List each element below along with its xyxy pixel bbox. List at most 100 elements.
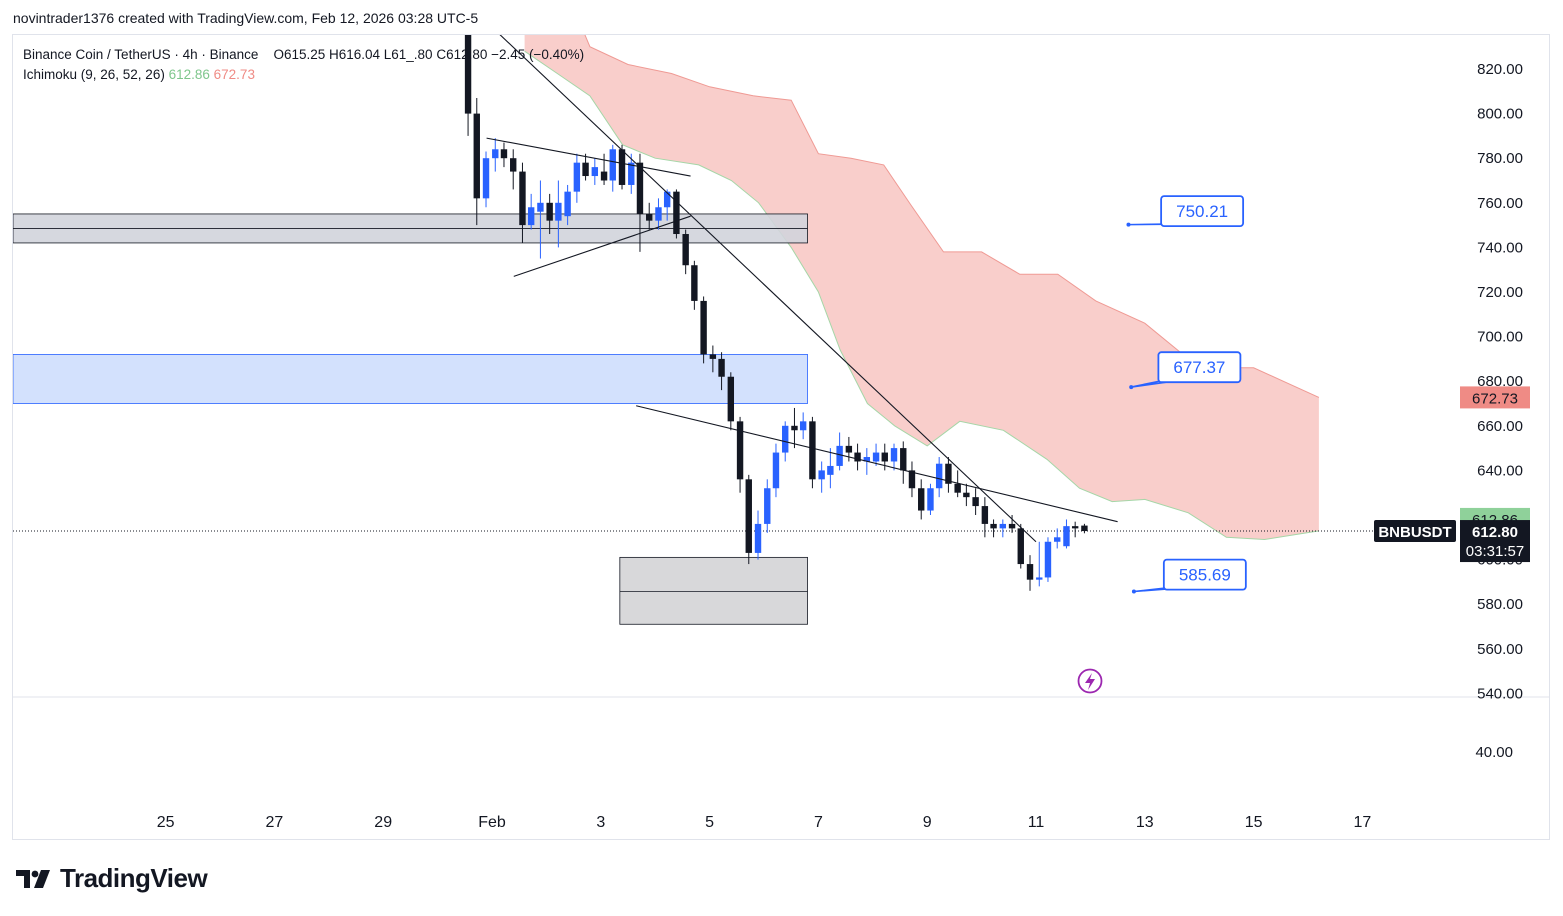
candle-body xyxy=(1017,528,1024,565)
candle-34 xyxy=(772,443,780,498)
candle-body xyxy=(482,158,490,199)
x-tick-label: 29 xyxy=(374,814,392,831)
candle-0 xyxy=(464,35,472,136)
candle-14 xyxy=(591,158,599,185)
y-axis: 820.00 800.00 780.00 760.00 740.00 720.00 700.… xyxy=(1475,61,1523,761)
candle-body xyxy=(618,149,626,185)
y-tick-label: 800.00 xyxy=(1477,106,1523,123)
candle-38 xyxy=(809,416,816,489)
candle-body xyxy=(872,452,880,462)
candle-43 xyxy=(854,443,861,471)
candle-48 xyxy=(900,441,907,484)
candle-body xyxy=(1026,564,1034,580)
candle-body xyxy=(999,523,1007,529)
candle-54 xyxy=(954,470,961,498)
plot-area xyxy=(13,35,1376,625)
candle-body xyxy=(628,162,635,185)
callout-label: 677.37 xyxy=(1173,358,1225,377)
candle-66 xyxy=(1063,519,1070,549)
candle-body xyxy=(1081,525,1088,532)
x-tick-label: 17 xyxy=(1354,814,1372,831)
y-tick-label: 780.00 xyxy=(1477,150,1523,167)
candle-body xyxy=(591,167,599,177)
y-tick-label: 760.00 xyxy=(1477,195,1523,212)
wedge-upper xyxy=(636,405,1118,523)
candle-16 xyxy=(609,144,616,192)
candle-17 xyxy=(618,144,626,190)
price-callout-677.37: 677.37 xyxy=(1129,351,1242,390)
candle-body xyxy=(799,421,807,431)
candle-body xyxy=(881,452,888,462)
candle-body xyxy=(935,463,943,489)
y-tick-label: 680.00 xyxy=(1477,373,1523,390)
tradingview-logo-icon xyxy=(16,869,50,888)
x-tick-label: 9 xyxy=(923,814,932,831)
candle-33 xyxy=(764,479,771,533)
tradingview-logo[interactable]: TradingView xyxy=(14,863,208,894)
candle-26 xyxy=(700,296,707,364)
badge-cloud-b xyxy=(1460,386,1530,409)
candle-body xyxy=(972,497,979,507)
triangle-upper xyxy=(486,137,691,177)
candle-body xyxy=(464,35,472,114)
candle-body xyxy=(900,448,907,471)
legend-indicator-value-b: 672.73 xyxy=(213,67,255,82)
candle-body xyxy=(990,523,997,529)
candle-body xyxy=(945,463,952,484)
candle-body xyxy=(663,191,671,208)
candle-body xyxy=(863,457,871,462)
candle-61 xyxy=(1017,523,1024,569)
candle-body xyxy=(1008,523,1016,529)
candle-45 xyxy=(872,443,880,466)
candle-40 xyxy=(827,448,834,489)
callout-anchor-dot xyxy=(1126,222,1131,227)
candle-11 xyxy=(564,184,571,226)
badge-last-price xyxy=(1460,520,1530,563)
candle-6 xyxy=(519,162,526,243)
candle-63 xyxy=(1036,541,1043,587)
candle-19 xyxy=(636,153,644,252)
candle-47 xyxy=(890,443,898,471)
candle-body xyxy=(754,523,762,553)
candle-body xyxy=(836,445,843,466)
candle-31 xyxy=(745,474,752,565)
badge-countdown-label: 03:31:57 xyxy=(1466,543,1524,560)
candle-24 xyxy=(682,229,689,275)
candle-body xyxy=(492,149,499,159)
candle-body xyxy=(655,207,662,221)
candle-3 xyxy=(492,138,499,172)
legend-indicator-name[interactable]: Ichimoku (9, 26, 52, 26) xyxy=(23,67,165,82)
candle-58 xyxy=(990,519,997,538)
y-tick-label: 660.00 xyxy=(1477,418,1523,435)
candle-body xyxy=(745,479,752,553)
badge-cloud-b-label: 672.73 xyxy=(1472,390,1518,407)
candle-body xyxy=(564,191,571,217)
ichimoku-span-b-line xyxy=(584,35,1320,398)
candle-60 xyxy=(1008,515,1016,533)
callout-box xyxy=(1157,351,1242,384)
candle-body xyxy=(709,354,717,359)
candle-body xyxy=(636,162,644,214)
major-downtrend xyxy=(499,35,1037,543)
candle-52 xyxy=(935,457,943,498)
callout-label: 750.21 xyxy=(1176,202,1228,221)
candle-53 xyxy=(945,457,952,493)
candle-55 xyxy=(963,483,970,507)
candle-37 xyxy=(799,412,807,440)
candle-13 xyxy=(582,153,589,181)
legend-symbol[interactable]: Binance Coin / TetherUS · 4h · Binance xyxy=(23,47,259,62)
candle-5 xyxy=(510,149,517,190)
candle-body xyxy=(510,158,517,172)
candle-49 xyxy=(908,461,916,498)
candle-56 xyxy=(972,488,979,515)
candle-body xyxy=(527,207,535,226)
candle-body xyxy=(1071,526,1079,529)
candle-39 xyxy=(818,461,825,493)
x-tick-label: 5 xyxy=(705,814,714,831)
candle-59 xyxy=(999,519,1007,538)
chart-frame[interactable] xyxy=(12,34,1550,840)
y-tick-label: 580.00 xyxy=(1477,596,1523,613)
candle-body xyxy=(908,470,916,489)
